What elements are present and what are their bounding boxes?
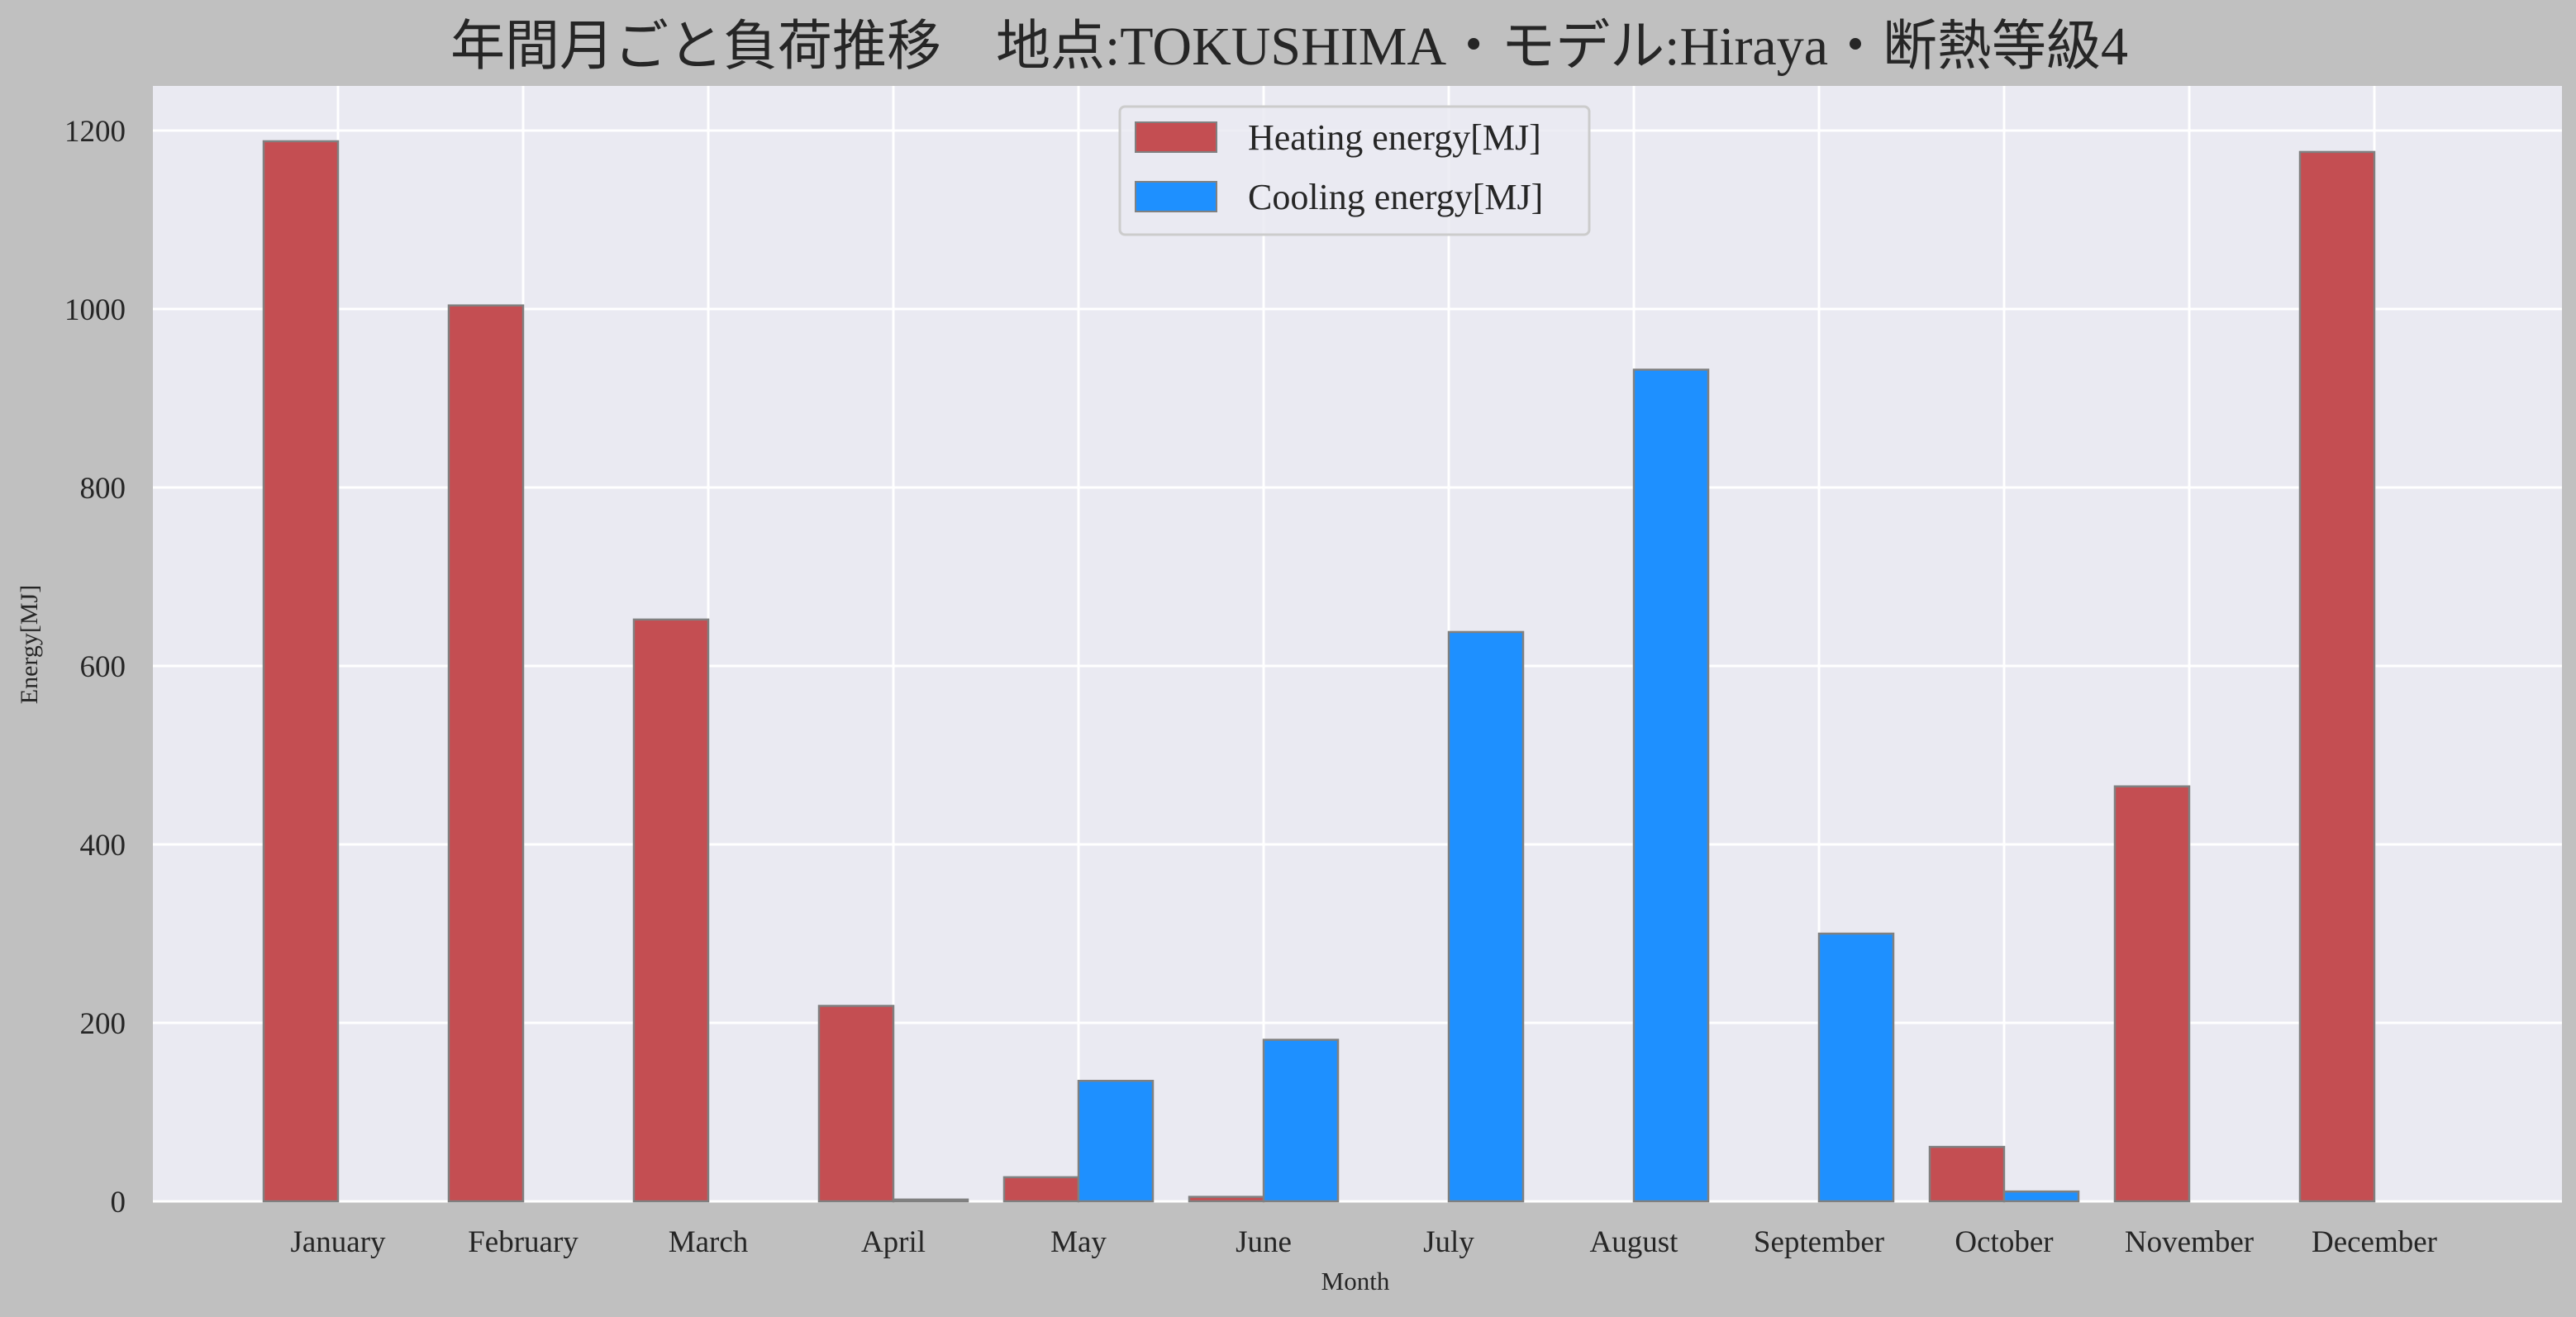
x-tick-label: July	[1423, 1225, 1474, 1259]
bar-cooling-april	[892, 1198, 969, 1203]
bar-cooling-september	[1817, 932, 1895, 1203]
y-axis-label: Energy[MJ]	[16, 585, 43, 704]
chart-title: 年間月ごと負荷推移 地点:TOKUSHIMA・モデル:Hiraya・断熱等級4	[450, 17, 2128, 77]
x-axis-label: Month	[1321, 1267, 1390, 1296]
bar-cooling-july	[1447, 630, 1525, 1203]
y-tick-label: 0	[111, 1186, 126, 1220]
y-tick-label: 400	[80, 829, 126, 863]
legend-swatch-cooling	[1135, 181, 1217, 212]
legend-label-heating: Heating energy[MJ]	[1248, 117, 1541, 158]
legend-box	[1118, 105, 1591, 236]
bar-heating-april	[817, 1005, 895, 1203]
y-tick-label: 600	[80, 650, 126, 684]
y-tick-label: 200	[80, 1007, 126, 1041]
bar-heating-october	[1928, 1145, 2006, 1203]
bar-heating-february	[447, 304, 525, 1203]
x-tick-label: December	[2312, 1225, 2437, 1259]
y-tick-label: 1000	[64, 293, 126, 327]
x-tick-label: August	[1590, 1225, 1679, 1259]
bar-cooling-august	[1632, 368, 1710, 1203]
x-tick-label: September	[1754, 1225, 1884, 1259]
y-tick-label: 1200	[64, 115, 126, 149]
bar-heating-november	[2113, 785, 2191, 1203]
legend: Heating energy[MJ] Cooling energy[MJ]	[1118, 105, 1591, 236]
x-tick-label: November	[2125, 1225, 2254, 1259]
x-tick-label: January	[290, 1225, 386, 1259]
bar-heating-january	[262, 140, 340, 1203]
x-tick-label: May	[1050, 1225, 1107, 1259]
x-tick-label: October	[1955, 1225, 2053, 1259]
x-tick-label: June	[1236, 1225, 1292, 1259]
x-tick-label: March	[669, 1225, 749, 1259]
legend-label-cooling: Cooling energy[MJ]	[1248, 177, 1543, 217]
bar-cooling-october	[2002, 1190, 2080, 1203]
legend-swatch-heating	[1135, 121, 1217, 153]
bars	[262, 140, 2376, 1203]
bar-cooling-may	[1077, 1079, 1155, 1203]
bar-heating-june	[1188, 1196, 1265, 1203]
x-tick-label: February	[468, 1225, 579, 1259]
bar-heating-march	[632, 618, 710, 1203]
bar-heating-may	[1002, 1176, 1080, 1203]
bar-heating-december	[2298, 150, 2376, 1203]
x-tick-labels: January February March April May June July Augu…	[290, 1225, 2437, 1259]
x-tick-label: April	[861, 1225, 926, 1259]
y-tick-label: 800	[80, 472, 126, 506]
bar-cooling-june	[1262, 1039, 1340, 1203]
y-tick-labels: 0 200 400 600 800 1000 1200	[64, 115, 126, 1220]
